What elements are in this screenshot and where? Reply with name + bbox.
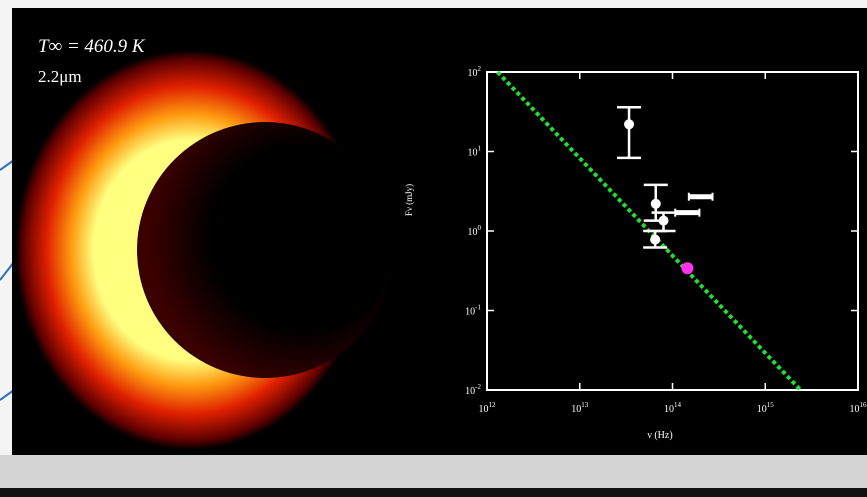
- tick-exponent: 15: [767, 401, 775, 409]
- tick-base: 10: [479, 404, 489, 415]
- wavelength-label: 2.2μm: [38, 67, 82, 86]
- tick-exponent: 0: [478, 224, 482, 232]
- x-axis-label: ν (Hz): [647, 430, 672, 441]
- tick-exponent: 13: [581, 401, 589, 409]
- data-point: [659, 216, 669, 226]
- tick-base: 10: [468, 227, 478, 238]
- y-axis-label: Fν (mJy): [404, 184, 414, 216]
- data-point: [650, 235, 660, 245]
- tick-exponent: 1: [478, 145, 482, 153]
- page: T∞ = 460.9 K 2.2μm ν (Hz) Fν (mJy) 10121…: [0, 0, 867, 497]
- tick-base: 10: [468, 68, 478, 79]
- tick-base: 10: [468, 148, 478, 159]
- tick-base: 10: [757, 404, 767, 415]
- tick-base: 10: [571, 404, 581, 415]
- tick-exponent: -2: [475, 383, 481, 391]
- data-point: [681, 262, 693, 274]
- data-point: [651, 199, 661, 209]
- data-point: [624, 119, 634, 129]
- tick-exponent: 2: [478, 65, 482, 73]
- bottom-edge: [0, 488, 867, 497]
- tick-exponent: 12: [489, 401, 497, 409]
- tick-base: 10: [465, 307, 475, 318]
- tick-exponent: 14: [674, 401, 682, 409]
- tick-exponent: -1: [475, 304, 481, 312]
- temperature-label: T∞ = 460.9 K: [38, 36, 146, 57]
- tick-base: 10: [465, 386, 475, 397]
- screen: T∞ = 460.9 K 2.2μm ν (Hz) Fν (mJy) 10121…: [0, 0, 867, 497]
- tick-base: 10: [850, 404, 860, 415]
- tick-exponent: 16: [860, 401, 867, 409]
- shadow: [137, 122, 393, 378]
- tick-base: 10: [664, 404, 674, 415]
